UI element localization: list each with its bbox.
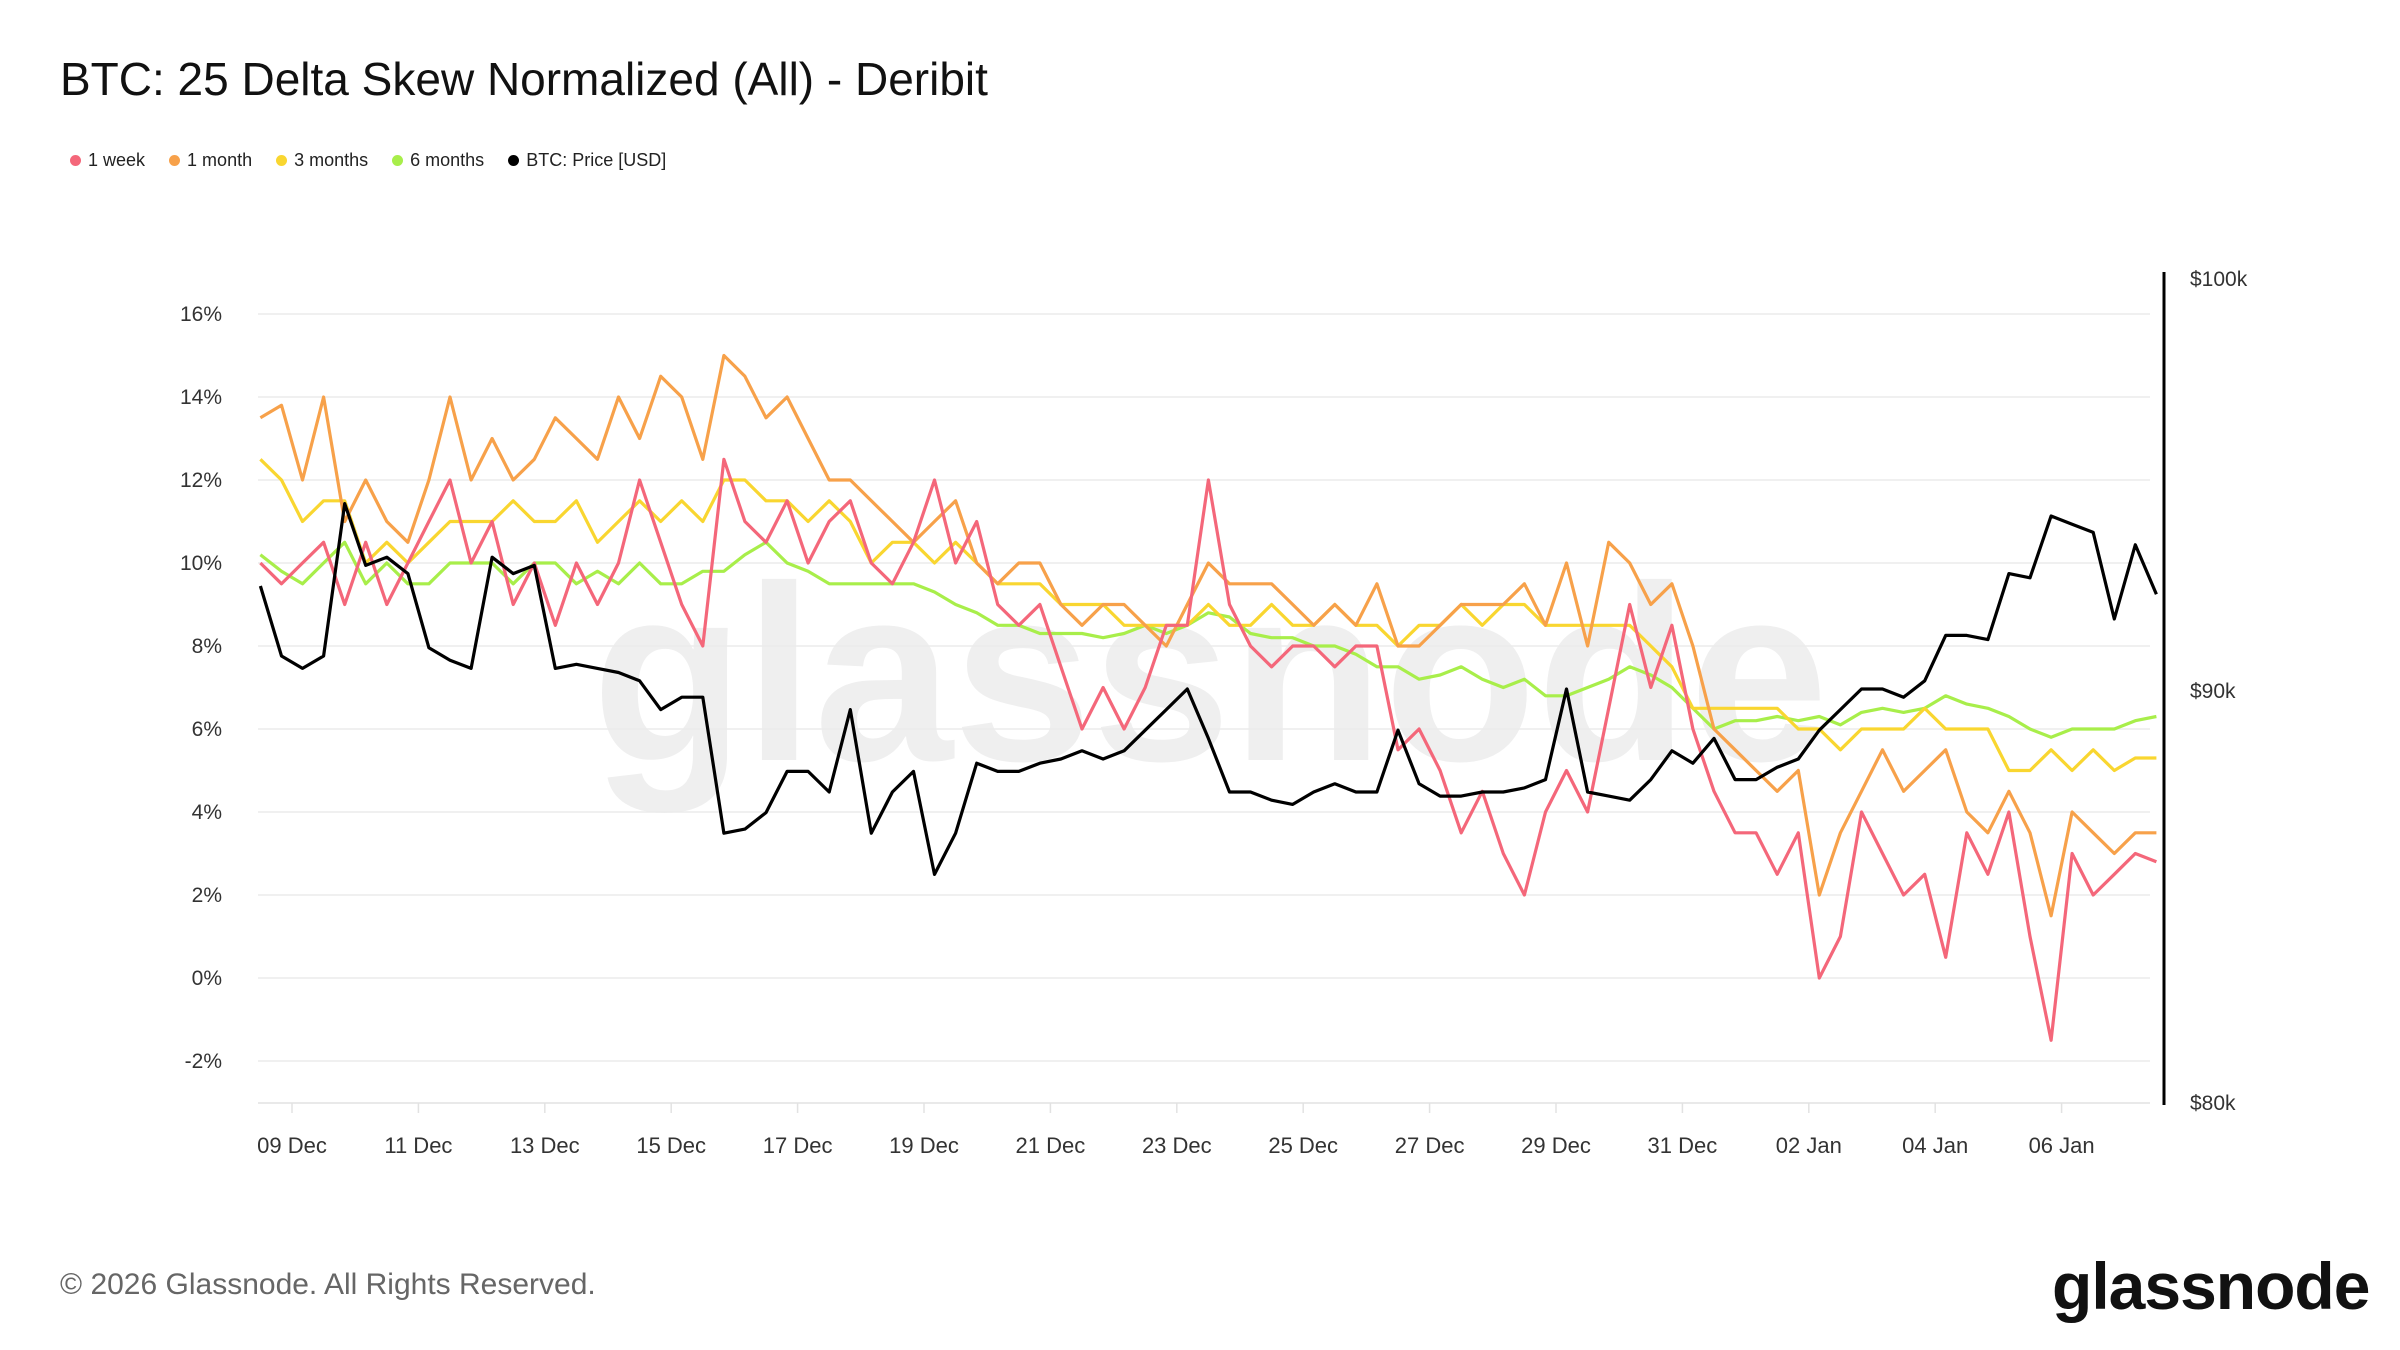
series-line-3-months	[259, 458, 2157, 773]
x-tick-label: 11 Dec	[384, 1133, 452, 1158]
legend-item[interactable]: 3 months	[276, 150, 368, 171]
legend-item[interactable]: 1 week	[70, 150, 145, 171]
chart-title: BTC: 25 Delta Skew Normalized (All) - De…	[60, 53, 988, 105]
legend-dot-icon	[169, 155, 181, 166]
x-tick-label: 31 Dec	[1648, 1133, 1718, 1158]
x-tick-label: 02 Jan	[1776, 1133, 1842, 1158]
y-tick-label: 10%	[180, 552, 222, 575]
x-tick-label: 27 Dec	[1395, 1133, 1465, 1158]
legend-dot-icon	[276, 155, 288, 166]
y-tick-label: 4%	[192, 801, 222, 824]
x-tick-label: 29 Dec	[1521, 1133, 1591, 1158]
series-line-btc-price-usd	[258, 502, 2158, 876]
legend-label: 1 week	[88, 150, 146, 170]
glassnode-logo: glassnode	[2052, 1249, 2370, 1323]
legend-label: 3 months	[294, 150, 369, 170]
x-tick-label: 06 Jan	[2029, 1133, 2095, 1158]
legend: 1 week 1 month 3 months 6 months BTC: Price …	[70, 150, 666, 171]
x-tick-label: 13 Dec	[510, 1133, 580, 1158]
x-tick-label: 25 Dec	[1268, 1133, 1338, 1158]
legend-item[interactable]: 1 month	[169, 150, 252, 171]
y-tick-label: 8%	[192, 635, 222, 658]
watermark: glassnode	[592, 534, 1828, 813]
x-tick-label: 15 Dec	[636, 1133, 706, 1158]
legend-label: 6 months	[410, 150, 485, 170]
copyright-footer: © 2026 Glassnode. All Rights Reserved.	[60, 1268, 596, 1301]
y-tick-label: 6%	[192, 718, 222, 741]
legend-label: BTC: Price [USD]	[526, 150, 667, 170]
y-right-tick-label: $100k	[2190, 268, 2248, 291]
legend-dot-icon	[508, 155, 520, 166]
y-right-tick-label: $80k	[2190, 1092, 2236, 1115]
x-tick-label: 21 Dec	[1016, 1133, 1086, 1158]
x-tick-label: 17 Dec	[763, 1133, 833, 1158]
series-line-6-months	[259, 540, 2157, 739]
y-tick-label: -2%	[185, 1050, 222, 1073]
y-tick-label: 2%	[192, 884, 222, 907]
series-line-1-month	[259, 353, 2157, 918]
legend-dot-icon	[392, 155, 404, 166]
x-tick-label: 04 Jan	[1902, 1133, 1968, 1158]
legend-item[interactable]: 6 months	[392, 150, 484, 171]
legend-dot-icon	[70, 155, 81, 166]
y-right-tick-label: $90k	[2190, 680, 2236, 703]
legend-label: 1 month	[187, 150, 253, 170]
y-tick-label: 16%	[180, 303, 222, 326]
x-tick-label: 23 Dec	[1142, 1133, 1212, 1158]
x-tick-label: 19 Dec	[889, 1133, 959, 1158]
series-line-1-week	[259, 457, 2157, 1042]
y-tick-label: 12%	[180, 469, 222, 492]
y-tick-label: 14%	[180, 386, 222, 409]
x-tick-label: 09 Dec	[257, 1133, 327, 1158]
y-tick-label: 0%	[192, 967, 222, 990]
legend-item[interactable]: BTC: Price [USD]	[508, 150, 666, 171]
